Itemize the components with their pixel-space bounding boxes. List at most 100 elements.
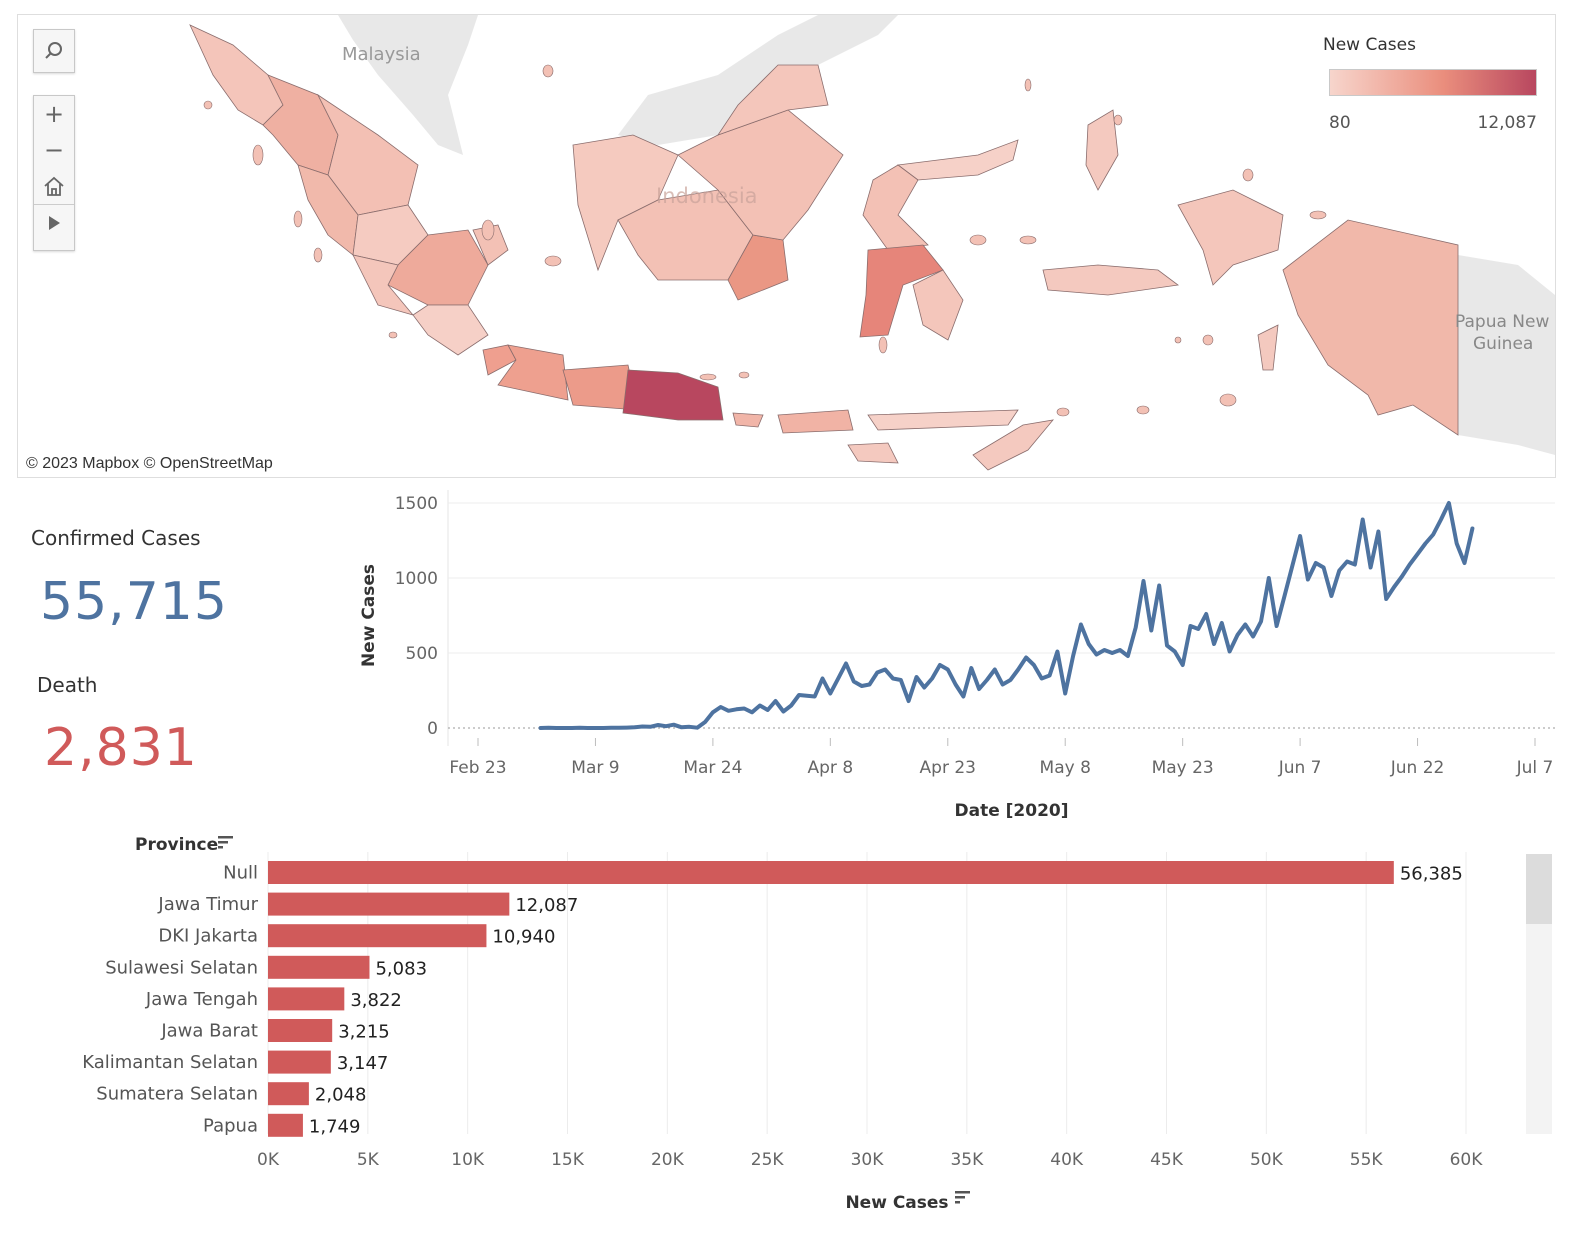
category-label: Jawa Tengah bbox=[145, 989, 258, 1010]
province-bar-chart[interactable]: 0K 5K 10K 15K 20K 25K 30K 35K 40K 45K 50K 55K 60K Pro… bbox=[0, 820, 1590, 1220]
bar-chart-scrollbar[interactable] bbox=[1526, 854, 1552, 1134]
scrollbar-thumb[interactable] bbox=[1526, 854, 1552, 924]
x-tick-label: Feb 23 bbox=[449, 758, 506, 778]
island-seram-east bbox=[1257, 324, 1279, 371]
x-tick-label: May 8 bbox=[1040, 758, 1091, 778]
province-papuabarat bbox=[1177, 189, 1284, 286]
choropleth-map[interactable]: Malaysia Indonesia Papua New Guinea + − … bbox=[17, 14, 1556, 478]
province-sulsel bbox=[859, 244, 944, 338]
sort-icon[interactable] bbox=[955, 1191, 970, 1204]
bar[interactable] bbox=[268, 892, 510, 916]
x-tick-label: Apr 8 bbox=[808, 758, 854, 778]
y-tick-label: 500 bbox=[406, 644, 438, 664]
x-tick-label: 40K bbox=[1050, 1150, 1084, 1170]
category-label: DKI Jakarta bbox=[158, 926, 258, 947]
category-header: Province bbox=[135, 835, 218, 855]
legend-min: 80 bbox=[1329, 113, 1351, 133]
province-lampung bbox=[412, 304, 489, 356]
island-sumba bbox=[847, 442, 899, 464]
category-label: Kalimantan Selatan bbox=[82, 1052, 258, 1073]
bar[interactable] bbox=[268, 987, 345, 1011]
province-ntb bbox=[777, 409, 854, 434]
x-tick-label: 20K bbox=[651, 1150, 685, 1170]
category-label: Null bbox=[223, 863, 258, 884]
bar-value-label: 3,215 bbox=[338, 1022, 390, 1043]
x-tick-label: Mar 24 bbox=[683, 758, 742, 778]
bar-value-label: 3,147 bbox=[337, 1053, 389, 1074]
x-tick-label: Apr 23 bbox=[920, 758, 976, 778]
map-attribution[interactable]: © 2023 Mapbox © OpenStreetMap bbox=[24, 454, 275, 474]
bar[interactable] bbox=[268, 1082, 309, 1106]
province-sultra bbox=[912, 269, 964, 341]
confirmed-cases-value: 55,715 bbox=[40, 572, 228, 632]
x-axis-title: New Cases bbox=[845, 1193, 948, 1213]
small-islands bbox=[203, 64, 1327, 417]
province-malut bbox=[1085, 109, 1119, 191]
sort-icon-line bbox=[955, 1191, 970, 1194]
province-kaltara bbox=[716, 64, 829, 136]
land-borneo-north bbox=[618, 15, 898, 145]
x-tick-label: 10K bbox=[451, 1150, 485, 1170]
category-label: Sumatera Selatan bbox=[96, 1084, 258, 1105]
category-label: Jawa Timur bbox=[157, 894, 258, 915]
series-line-new-cases[interactable] bbox=[538, 501, 1475, 730]
death-value: 2,831 bbox=[44, 718, 198, 778]
province-maluku bbox=[1042, 264, 1180, 296]
play-icon[interactable] bbox=[34, 205, 74, 241]
province-bengkulu bbox=[352, 254, 415, 316]
y-tick-label: 0 bbox=[427, 719, 438, 739]
map-legend: New Cases 80 12,087 bbox=[1323, 35, 1537, 133]
x-tick-label: 0K bbox=[257, 1150, 280, 1170]
province-papua bbox=[1282, 219, 1459, 436]
bar[interactable] bbox=[268, 924, 487, 948]
province-jabar bbox=[497, 344, 569, 401]
bar[interactable] bbox=[268, 955, 370, 979]
bar[interactable] bbox=[268, 1113, 303, 1137]
y-axis-title: New Cases bbox=[359, 564, 379, 667]
x-tick-label: Jun 22 bbox=[1390, 758, 1445, 778]
x-tick-label: 15K bbox=[551, 1150, 585, 1170]
map-zoom-controls[interactable]: + − bbox=[33, 95, 75, 251]
y-tick-label: 1500 bbox=[395, 494, 438, 514]
x-tick-label: May 23 bbox=[1152, 758, 1214, 778]
sort-icon-line bbox=[218, 846, 223, 849]
land-png bbox=[1458, 255, 1555, 455]
new-cases-line-chart[interactable]: 0 500 1000 1500 Feb 23 Mar 9 Mar 24 Apr 8 Apr 23… bbox=[340, 485, 1560, 825]
label-malaysia: Malaysia bbox=[342, 44, 421, 65]
x-tick-label: Jul 7 bbox=[1516, 758, 1554, 778]
home-icon[interactable] bbox=[34, 168, 74, 204]
map-search-button[interactable] bbox=[33, 29, 75, 73]
search-icon[interactable] bbox=[34, 30, 74, 72]
province-ntt bbox=[867, 409, 1019, 431]
category-label: Sulawesi Selatan bbox=[105, 957, 258, 978]
label-papua-new: Papua New bbox=[1455, 312, 1549, 332]
x-tick-label: 35K bbox=[950, 1150, 984, 1170]
land-malaysia bbox=[338, 15, 478, 155]
bar[interactable] bbox=[268, 1019, 333, 1042]
x-tick-label: 50K bbox=[1250, 1150, 1284, 1170]
label-guinea: Guinea bbox=[1473, 334, 1533, 354]
zoom-out-icon[interactable]: − bbox=[43, 136, 65, 164]
x-tick-label: 25K bbox=[751, 1150, 785, 1170]
bar-value-label: 12,087 bbox=[515, 895, 578, 916]
map-canvas[interactable]: Malaysia Indonesia Papua New Guinea bbox=[18, 15, 1555, 477]
island-timor bbox=[972, 419, 1054, 471]
category-label: Papua bbox=[203, 1115, 258, 1136]
x-tick-label: 60K bbox=[1450, 1150, 1484, 1170]
category-label: Jawa Barat bbox=[160, 1021, 258, 1042]
zoom-in-icon[interactable]: + bbox=[43, 100, 65, 128]
sort-icon[interactable] bbox=[218, 836, 233, 849]
sort-icon-line bbox=[955, 1196, 965, 1199]
province-bali bbox=[732, 412, 764, 428]
x-tick-label: 45K bbox=[1150, 1150, 1184, 1170]
bar-value-label: 5,083 bbox=[375, 958, 427, 979]
x-tick-label: 55K bbox=[1350, 1150, 1384, 1170]
bar[interactable] bbox=[268, 1050, 331, 1074]
bar-value-label: 56,385 bbox=[1400, 864, 1463, 885]
province-sulteng bbox=[862, 164, 929, 251]
bar[interactable] bbox=[268, 861, 1394, 884]
x-tick-label: Jun 7 bbox=[1278, 758, 1322, 778]
x-tick-label: 30K bbox=[851, 1150, 885, 1170]
x-axis-title: Date [2020] bbox=[954, 801, 1068, 821]
sort-icon-line bbox=[218, 836, 233, 839]
